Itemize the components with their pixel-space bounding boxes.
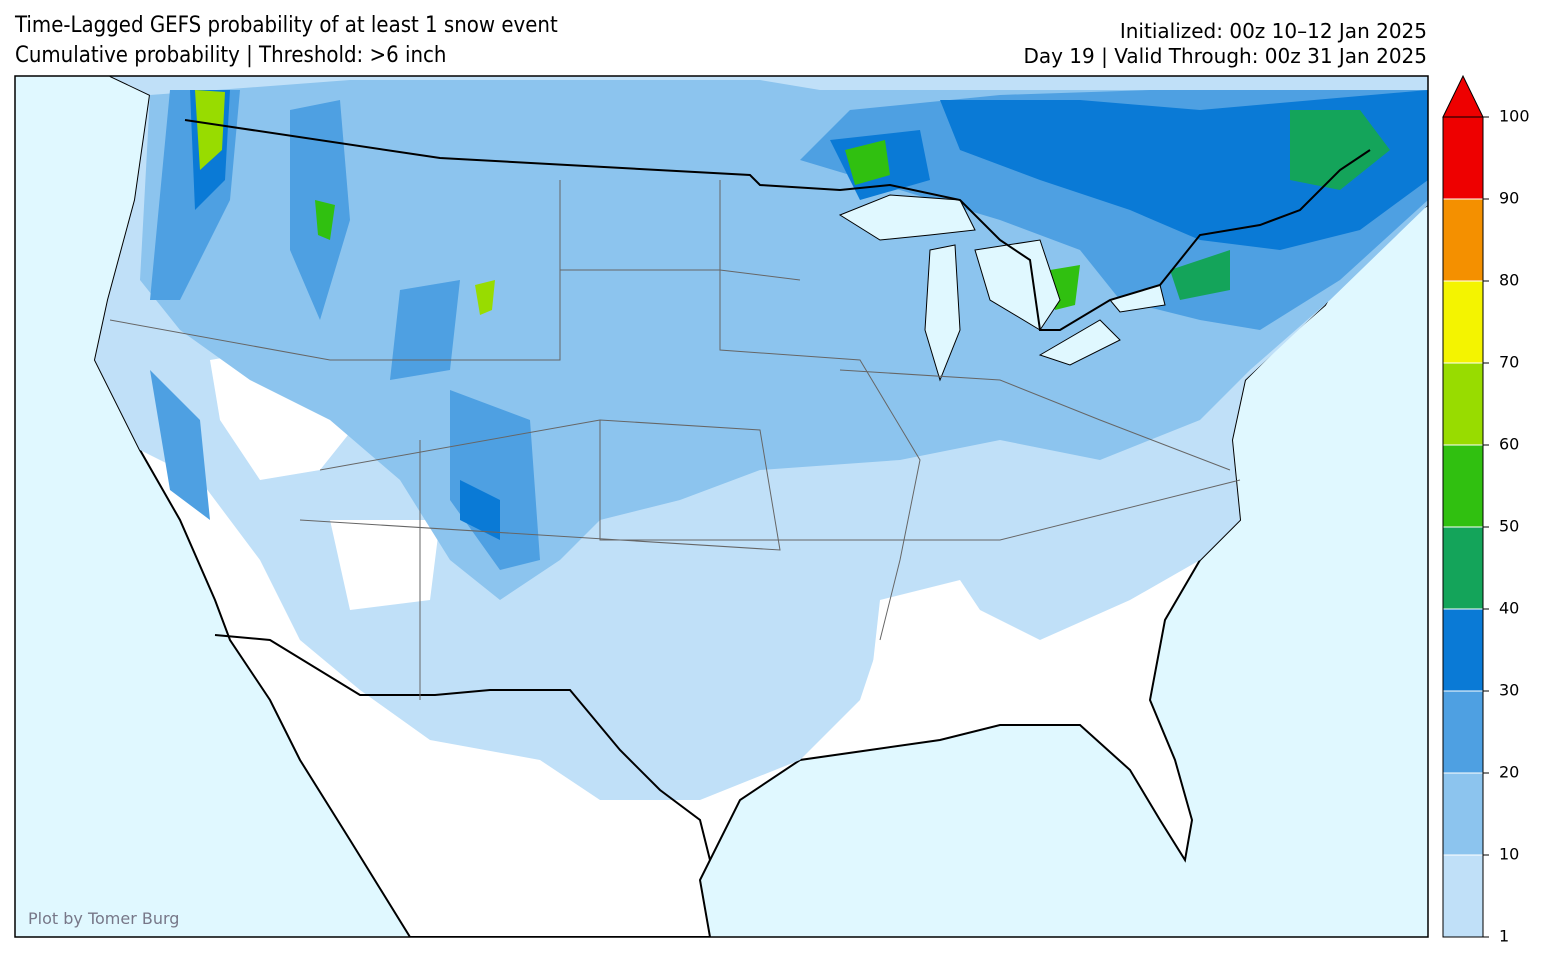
colorbar-tick-label: 1	[1499, 927, 1509, 946]
colorbar-tick-label: 90	[1499, 189, 1519, 208]
title: Time-Lagged GEFS probability of at least…	[14, 13, 558, 38]
colorbar-segment	[1442, 198, 1484, 282]
colorbar-tick-label: 70	[1499, 353, 1519, 372]
colorbar-tick-label: 40	[1499, 599, 1519, 618]
colorbar-segment	[1442, 116, 1484, 200]
colorbar-tick-label: 50	[1499, 517, 1519, 536]
colorbar-segment	[1442, 280, 1484, 364]
colorbar-segment	[1442, 608, 1484, 692]
colorbar-segment	[1442, 772, 1484, 856]
colorbar-tick-label: 80	[1499, 271, 1519, 290]
colorbar-segment	[1442, 854, 1484, 938]
mexico-border	[214, 634, 711, 861]
colorbar-tick-label: 100	[1499, 107, 1530, 126]
canada-border	[184, 119, 1371, 331]
lakes	[838, 194, 1166, 382]
colorbar-tick-label: 20	[1499, 763, 1519, 782]
colorbar-segment	[1442, 362, 1484, 446]
snow-30	[150, 90, 1428, 570]
state-lines	[109, 180, 1241, 700]
colorbar-tick-label: 10	[1499, 845, 1519, 864]
snow-40	[190, 90, 1428, 540]
colorbar-tick-label: 60	[1499, 435, 1519, 454]
colorbar-segment	[1442, 690, 1484, 774]
init-info: Initialized: 00z 10–12 Jan 2025	[1120, 19, 1427, 43]
snow-50	[1170, 110, 1390, 300]
colorbar-tick-label: 30	[1499, 681, 1519, 700]
valid-info: Day 19 | Valid Through: 00z 31 Jan 2025	[1023, 44, 1427, 68]
colorbar-segment	[1442, 444, 1484, 528]
colorbar-segment	[1442, 526, 1484, 610]
map	[15, 76, 1428, 937]
colorbar-extend	[1442, 74, 1484, 118]
subtitle: Cumulative probability | Threshold: >6 i…	[15, 43, 446, 68]
credit: Plot by Tomer Burg	[28, 909, 179, 928]
map-frame	[14, 75, 1429, 938]
